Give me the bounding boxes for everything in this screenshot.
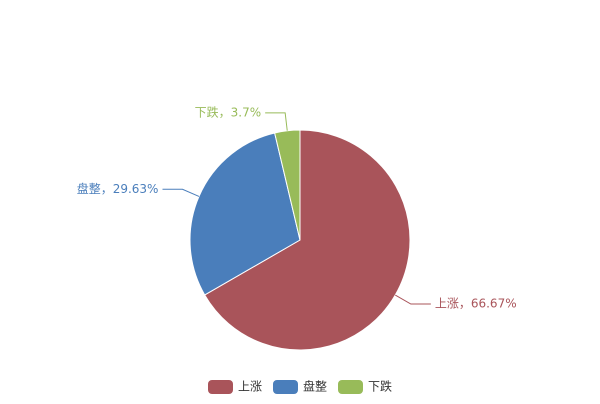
- legend-label[interactable]: 上涨: [238, 379, 262, 394]
- legend-swatch[interactable]: [208, 380, 233, 394]
- legend-label[interactable]: 下跌: [368, 379, 392, 394]
- leader-line: [395, 294, 431, 305]
- pie-slice: [189, 132, 301, 296]
- legend-label[interactable]: 盘整: [303, 379, 327, 394]
- leader-line: [162, 188, 200, 197]
- pie-slice: [204, 129, 411, 351]
- data-label: 盘整，29.63%: [77, 181, 159, 196]
- legend-swatch[interactable]: [338, 380, 363, 394]
- data-label: 上涨，66.67%: [435, 296, 517, 311]
- legend-swatch[interactable]: [273, 380, 298, 394]
- data-label: 下跌，3.7%: [195, 104, 262, 119]
- leader-line: [265, 112, 288, 131]
